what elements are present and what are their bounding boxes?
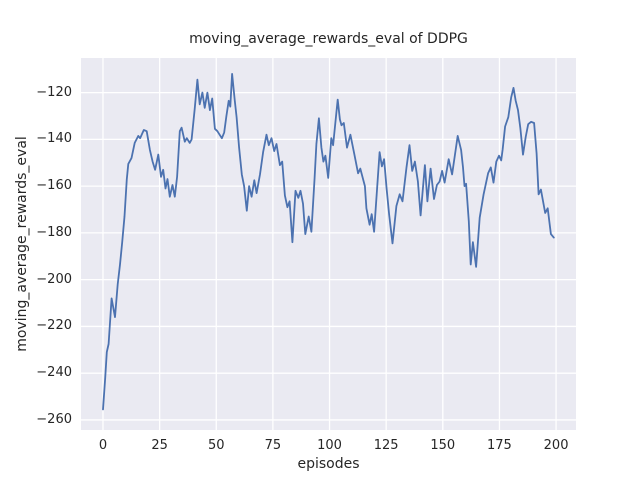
- plot-canvas: [81, 58, 576, 430]
- series-line: [102, 72, 555, 411]
- y-tick-label: −260: [36, 411, 72, 427]
- x-axis-label: episodes: [297, 456, 360, 472]
- x-tick-label: 50: [207, 438, 225, 453]
- x-tick-label: 125: [373, 438, 399, 453]
- x-tick-label: 150: [430, 438, 456, 453]
- x-tick-label: 0: [98, 438, 108, 453]
- y-tick-label: −220: [36, 318, 72, 334]
- x-tick-label: 75: [264, 438, 282, 453]
- axes-background: [81, 58, 576, 430]
- x-tick-label: 25: [151, 438, 168, 453]
- y-tick-label: −140: [36, 131, 72, 147]
- plot-area: [81, 58, 576, 430]
- chart-title: moving_average_rewards_eval of DDPG: [189, 31, 468, 47]
- y-tick-label: −180: [36, 224, 72, 240]
- y-tick-label: −200: [36, 271, 72, 287]
- x-tick-label: 100: [317, 438, 342, 453]
- y-tick-label: −160: [36, 178, 72, 194]
- x-tick-label: 200: [543, 438, 569, 453]
- y-tick-label: −120: [36, 84, 72, 100]
- y-tick-label: −240: [36, 365, 72, 381]
- x-tick-label: 175: [487, 438, 512, 453]
